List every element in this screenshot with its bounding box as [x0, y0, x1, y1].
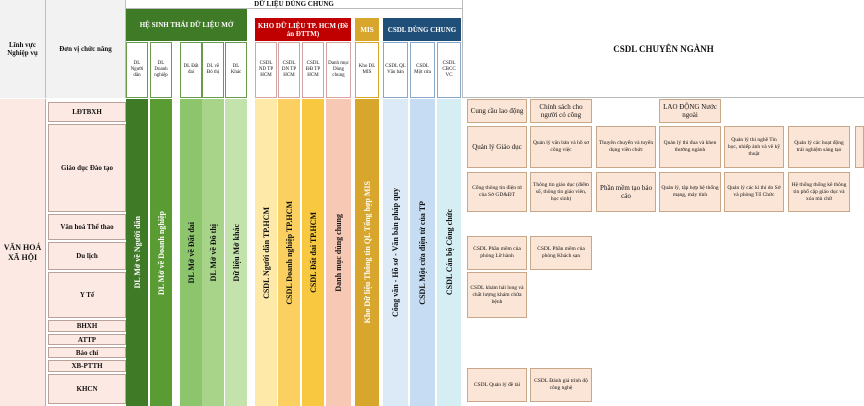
col-bar-8: CSDL Đất đai TP.HCM — [302, 99, 324, 406]
unit-giao-duc: Giáo dục Đào tạo — [48, 124, 126, 212]
unit-van-hoa: Văn hoá Thể thao — [48, 214, 126, 240]
unit-y-te: Y Tế — [48, 272, 126, 318]
unit-bao-chi: Báo chí — [48, 347, 126, 358]
kho-du-lieu-header: KHO DỮ LIỆU TP. HCM (Đề án ĐTTM) — [255, 18, 351, 41]
unit-attp: ATTP — [48, 334, 126, 345]
unit-ldtbxh: LĐTBXH — [48, 102, 126, 122]
col-header-5: DL Khác — [225, 42, 247, 98]
col-header-1: DL Người dân — [126, 42, 148, 98]
box-thi-dua-khen-thuong: Quản lý thi đua và khen thưởng ngành — [659, 126, 721, 168]
box-quan-ly-de-tai: CSDL Quản lý đề tài — [467, 368, 527, 402]
col-header-4: DL về Đô thị — [202, 42, 224, 98]
col-bar-5: Dữ liệu Mở khác — [225, 99, 247, 406]
col-header-6: CSDL ND TP HCM — [255, 42, 277, 98]
box-thong-tin-giao-duc: Thông tin giáo dục (điểm số, thông tin g… — [530, 172, 592, 212]
col-bar-4: DL Mở về Đô thị — [202, 99, 224, 406]
col-bar-11: Công văn - Hồ sơ - Văn bản pháp quy — [383, 99, 408, 406]
col-header-2: DL Doanh nghiệp — [150, 42, 172, 98]
csdl-dung-chung-header: CSDL DÙNG CHUNG — [383, 18, 461, 41]
box-thuyen-chuyen: Thuyên chuyển và tuyển dụng viên chức — [596, 126, 656, 168]
col-header-3: DL Đất đai — [180, 42, 202, 98]
mis-header: MIS — [355, 18, 379, 41]
box-phan-mem-bao-cao: Phần mềm tạo báo cáo — [596, 172, 656, 212]
box-chinh-sach-nguoi-co-cong: Chính sách cho người có công — [530, 99, 592, 123]
box-lao-dong-nuoc-ngoai: LAO ĐỘNG Nước ngoài — [659, 99, 721, 123]
col-header-10: Kho DL MIS — [355, 42, 379, 98]
col-bar-13: CSDL Cán bộ Công chức — [437, 99, 461, 406]
box-phong-khach-san: CSDL Phần mềm của phòng Khách sạn — [530, 236, 592, 270]
col-header-12: CSDL Một cửa — [410, 42, 435, 98]
linh-vuc-header: Lĩnh vực Nghiệp vụ — [0, 0, 46, 98]
shared-title: DỮ LIỆU DÙNG CHUNG — [126, 0, 462, 9]
col-header-13: CSDL CBCC VC — [437, 42, 461, 98]
box-he-thong-mang: Quản lý, tập hợp hệ thống mạng, máy tính — [659, 172, 721, 212]
col-bar-6: CSDL Người dân TP.HCM — [255, 99, 277, 406]
box-kham-chua-benh: CSDL khám hải long và chất lượng khám ch… — [467, 272, 527, 318]
col-bar-9: Danh mục dùng chung — [326, 99, 351, 406]
unit-du-lich: Du lịch — [48, 242, 126, 270]
box-trai-nghiem-sang-tao: Quản lý các hoạt động trải nghiệm sáng t… — [788, 126, 850, 168]
csdl-chuyen-nganh-header: CSDL CHUYÊN NGÀNH — [462, 0, 864, 98]
col-bar-10: Kho Dữ liệu Thông tin QL Tổng hợp MIS — [355, 99, 379, 406]
box-quan-ly-giao-duc: Quản lý Giáo dục — [467, 126, 527, 168]
unit-xb-ptth: XB-PTTH — [48, 360, 126, 372]
col-header-11: CSDL QL Văn bản — [383, 42, 408, 98]
col-header-7: CSDL DN TP HCM — [278, 42, 300, 98]
domain-label: VĂN HOÁ XÃ HỘI — [0, 99, 46, 406]
col-bar-2: DL Mở về Doanh nghiệp — [150, 99, 172, 406]
box-ky-thi: Quản lý các kì thi do Sở và phòng Tổ Chứ… — [724, 172, 784, 212]
col-header-9: Danh mục Dùng chung — [326, 42, 351, 98]
box-edge — [855, 126, 864, 168]
unit-bhxh: BHXH — [48, 320, 126, 332]
col-bar-3: DL Mở về Đất đai — [180, 99, 202, 406]
box-cung-cau-lao-dong: Cung cầu lao động — [467, 99, 527, 123]
he-sinh-thai-header: HỆ SINH THÁI DỮ LIỆU MỞ — [126, 9, 247, 41]
box-pho-cap-giao-duc: Hệ thống thống kê thông tin phổ cập giáo… — [788, 172, 850, 212]
col-bar-1: DL Mở về Người dân — [126, 99, 148, 406]
box-cong-thong-tin: Cổng thông tin điện tử của Sở GD&ĐT — [467, 172, 527, 212]
don-vi-header: Đơn vị chức năng — [46, 0, 126, 98]
box-thi-nghe-tin-hoc: Quản lý thi nghề Tin học, nhiếp ảnh và v… — [724, 126, 784, 168]
col-bar-12: CSDL Một cửa điện tử của TP — [410, 99, 435, 406]
box-quan-ly-van-ban: Quản lý văn bản và hồ sơ công việc — [530, 126, 592, 168]
col-header-8: CSDL ĐĐ TP HCM — [302, 42, 324, 98]
box-phong-lu-hanh: CSDL Phần mềm của phòng Lữ hành — [467, 236, 527, 270]
unit-khcn: KHCN — [48, 374, 126, 404]
col-bar-7: CSDL Doanh nghiệp TP.HCM — [278, 99, 300, 406]
box-trinh-do-cong-nghe: CSDL Đánh giá trình độ công nghệ — [530, 368, 592, 402]
